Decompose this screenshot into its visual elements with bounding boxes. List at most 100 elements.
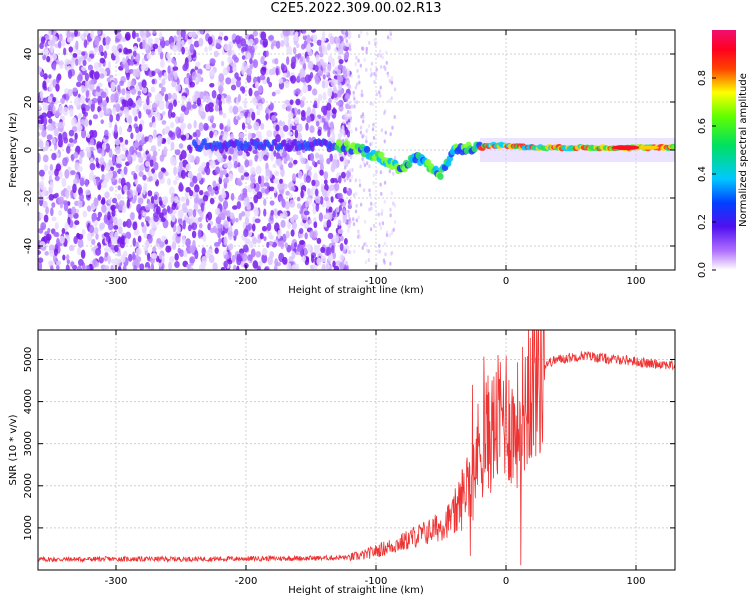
noise-blob [372, 180, 375, 185]
y-tick-label: -20 [23, 190, 34, 206]
noise-blob [203, 122, 209, 131]
noise-blob [226, 65, 230, 73]
noise-blob [338, 198, 345, 203]
noise-blob [133, 194, 137, 202]
noise-blob [223, 260, 228, 269]
noise-blob [244, 111, 248, 119]
noise-blob [270, 152, 274, 162]
noise-blob [38, 169, 45, 177]
noise-blob [380, 128, 384, 133]
noise-blob [314, 179, 320, 187]
noise-blob [266, 76, 270, 84]
noise-blob [291, 124, 297, 131]
noise-blob [389, 132, 392, 137]
noise-blob [242, 187, 248, 195]
noise-blob [232, 264, 237, 270]
noise-blob [192, 132, 197, 138]
noise-blob [72, 87, 78, 92]
noise-blob [61, 227, 66, 235]
noise-blob [246, 73, 252, 84]
noise-blob [111, 154, 116, 164]
noise-blob [241, 122, 246, 131]
noise-blob [241, 211, 246, 217]
x-tick-label: 100 [626, 576, 645, 587]
noise-blob [118, 126, 123, 136]
noise-blob [110, 264, 114, 270]
noise-blob [245, 151, 250, 157]
noise-blob [68, 129, 75, 137]
noise-blob [159, 200, 163, 206]
noise-blob [294, 186, 299, 192]
noise-blob [88, 224, 95, 234]
noise-blob [313, 100, 318, 108]
noise-blob [65, 254, 70, 261]
noise-blob [150, 195, 155, 204]
noise-blob [56, 264, 60, 270]
noise-blob [375, 92, 379, 97]
noise-blob [103, 50, 108, 60]
noise-blob [202, 234, 207, 243]
noise-blob [338, 175, 342, 184]
noise-blob [280, 167, 285, 178]
noise-blob [299, 68, 306, 78]
noise-blob [223, 236, 228, 246]
noise-blob [198, 216, 202, 223]
noise-blob [90, 169, 94, 178]
noise-blob [186, 72, 191, 79]
noise-blob [248, 159, 253, 167]
noise-blob [110, 81, 116, 92]
noise-blob [347, 84, 352, 90]
noise-blob [93, 71, 100, 80]
noise-blob [51, 137, 56, 146]
noise-blob [194, 94, 198, 100]
noise-blob [154, 94, 160, 104]
noise-blob [67, 88, 73, 97]
noise-blob [189, 43, 195, 54]
noise-blob [70, 261, 75, 268]
noise-blob [133, 46, 138, 52]
noise-blob [249, 57, 253, 65]
noise-blob [116, 251, 122, 257]
noise-blob [343, 157, 349, 168]
noise-blob [252, 30, 258, 37]
noise-blob [196, 97, 202, 107]
y-tick-label: 4000 [23, 389, 34, 414]
noise-blob [80, 33, 85, 40]
noise-blob [151, 102, 158, 112]
noise-blob [111, 197, 118, 204]
noise-blob [116, 163, 122, 169]
noise-blob [380, 191, 383, 196]
noise-blob [294, 37, 299, 42]
noise-blob [184, 190, 189, 201]
noise-blob [366, 248, 369, 253]
noise-blob [238, 164, 245, 174]
noise-blob [302, 84, 309, 94]
noise-blob [66, 30, 71, 39]
noise-blob [339, 128, 345, 136]
noise-blob [353, 99, 357, 104]
noise-blob [209, 69, 216, 77]
noise-blob [49, 181, 54, 190]
noise-blob [78, 124, 83, 131]
noise-blob [180, 196, 186, 202]
noise-blob [105, 35, 111, 46]
noise-blob [171, 240, 177, 250]
noise-blob [45, 141, 50, 150]
noise-blob [393, 115, 396, 120]
noise-blob [365, 139, 368, 144]
noise-blob [163, 146, 168, 156]
noise-blob [333, 79, 339, 84]
noise-blob [256, 110, 261, 116]
noise-blob [370, 206, 373, 211]
noise-blob [358, 183, 362, 188]
noise-blob [99, 222, 105, 230]
noise-blob [311, 88, 318, 96]
noise-blob [361, 119, 365, 124]
noise-blob [115, 259, 120, 268]
noise-blob [73, 151, 79, 159]
noise-blob [79, 95, 86, 104]
colorbar-tick-label: 0.2 [697, 214, 708, 230]
noise-blob [384, 130, 387, 135]
noise-blob [343, 238, 348, 245]
